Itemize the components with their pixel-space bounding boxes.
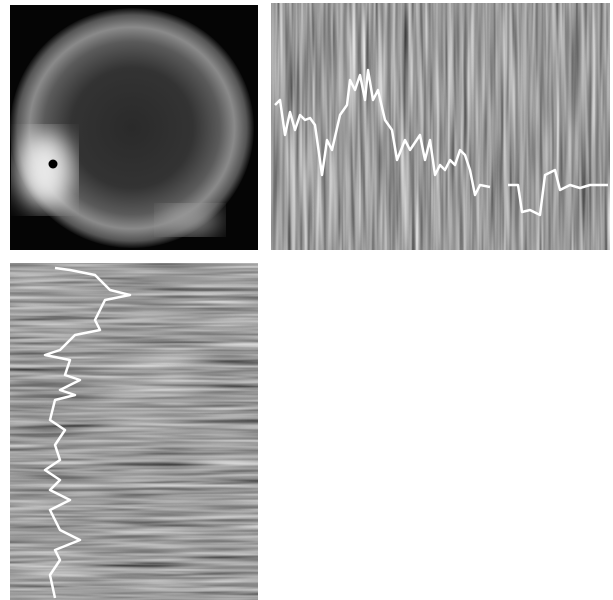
horizontal-kymograph (271, 3, 610, 250)
figure (0, 0, 613, 600)
page: (() => { const data = JSON.parse(documen… (0, 0, 613, 600)
ring-panel (10, 5, 258, 250)
marker-dot (49, 160, 58, 169)
ring (10, 8, 254, 248)
vertical-kymograph (10, 263, 258, 600)
streak-texture (10, 263, 258, 600)
bright-spot (160, 206, 220, 234)
bright-spot (17, 132, 73, 208)
streak-texture (271, 3, 610, 250)
